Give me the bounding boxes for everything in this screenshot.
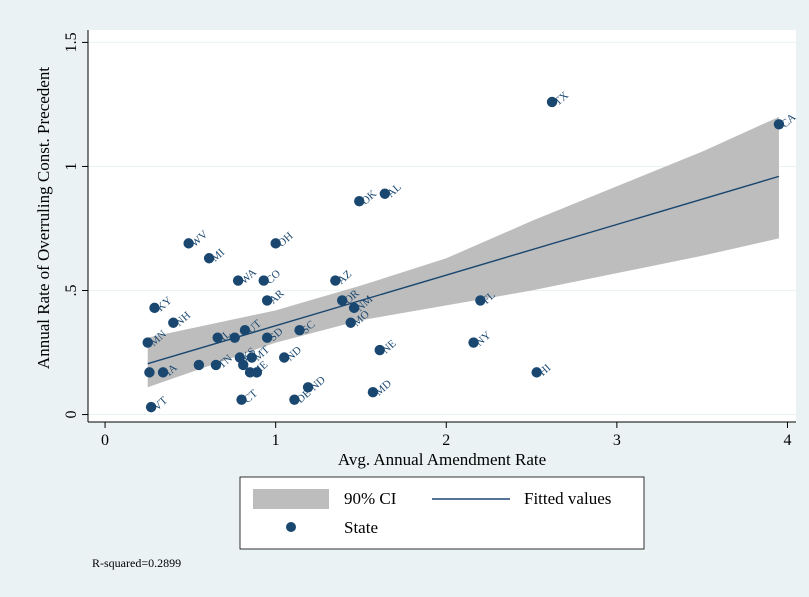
point-tx-0: [546, 96, 558, 108]
legend-state-marker: [286, 522, 296, 532]
point-mn-20: [142, 337, 153, 348]
point-de-26: [289, 394, 300, 405]
y-tick-label-3: 1.5: [63, 32, 80, 52]
x-tick-label-3: 3: [613, 432, 621, 449]
point-ut-35: [239, 325, 251, 336]
point-nh-15: [168, 317, 179, 328]
point-mi-6: [203, 253, 215, 264]
point-ct-25: [236, 394, 247, 405]
point-ny-19: [468, 337, 479, 348]
legend-fit-label: Fitted values: [524, 489, 611, 508]
ci-band-layer: [147, 116, 779, 388]
x-tick-label-2: 2: [442, 432, 450, 449]
point-nm-12: [348, 302, 360, 314]
legend: 90% CI Fitted values State: [239, 476, 645, 550]
axes: 0 1 2 3 4 0 .5 1 1.5: [63, 30, 796, 449]
point-nd-27: [302, 382, 314, 393]
legend-ci-swatch: [253, 489, 329, 509]
point-ok-2: [354, 195, 365, 207]
point-oh-5: [270, 238, 281, 249]
x-axis-label: Avg. Annual Amendment Rate: [338, 450, 546, 469]
point-vt-28: [145, 401, 157, 413]
point-mt-39: [246, 352, 257, 363]
x-tick-label-1: 1: [272, 432, 280, 449]
point-unlabeled-34: [229, 332, 240, 343]
r-squared-note: R-squared=0.2899: [92, 556, 181, 570]
point-ky-14: [149, 302, 160, 314]
fitted-line-layer: [147, 175, 780, 365]
x-tick-label-4: 4: [783, 432, 791, 449]
point-co-8: [258, 275, 269, 286]
point-ca-1: [773, 119, 785, 130]
fitted-line: [147, 175, 780, 365]
legend-state-label: State: [344, 518, 378, 537]
y-tick-label-0: 0: [63, 411, 80, 419]
x-tick-label-0: 0: [101, 432, 109, 449]
point-wa-7: [232, 275, 244, 286]
point-wv-4: [183, 238, 194, 249]
point-unlabeled-31: [193, 359, 205, 371]
point-ne-21: [374, 344, 385, 356]
point-hi-23: [531, 367, 542, 378]
legend-ci-label: 90% CI: [344, 489, 397, 508]
point-fl-13: [475, 295, 486, 306]
point-ar-10: [261, 295, 273, 306]
y-tick-label-2: 1: [63, 162, 80, 170]
point-az-9: [330, 275, 341, 286]
y-tick-label-1: .5: [63, 285, 80, 297]
point-unlabeled-40: [251, 367, 263, 378]
point-al-3: [379, 188, 391, 199]
point-ia-29: [157, 367, 169, 378]
ci-band: [147, 116, 779, 388]
point-tn-32: [210, 359, 222, 371]
point-nd-22: [278, 352, 290, 363]
y-axis-label: Annual Rate of Overruling Const. Precede…: [34, 67, 53, 369]
point-unlabeled-30: [144, 367, 155, 378]
point-sd-18: [261, 332, 273, 343]
point-mo-16: [345, 317, 356, 328]
point-unlabeled-37: [238, 359, 249, 371]
point-or-11: [336, 295, 348, 306]
legend-box: [239, 476, 645, 550]
point-il-33: [212, 332, 223, 343]
point-sc-17: [294, 325, 305, 336]
point-md-24: [367, 387, 379, 398]
